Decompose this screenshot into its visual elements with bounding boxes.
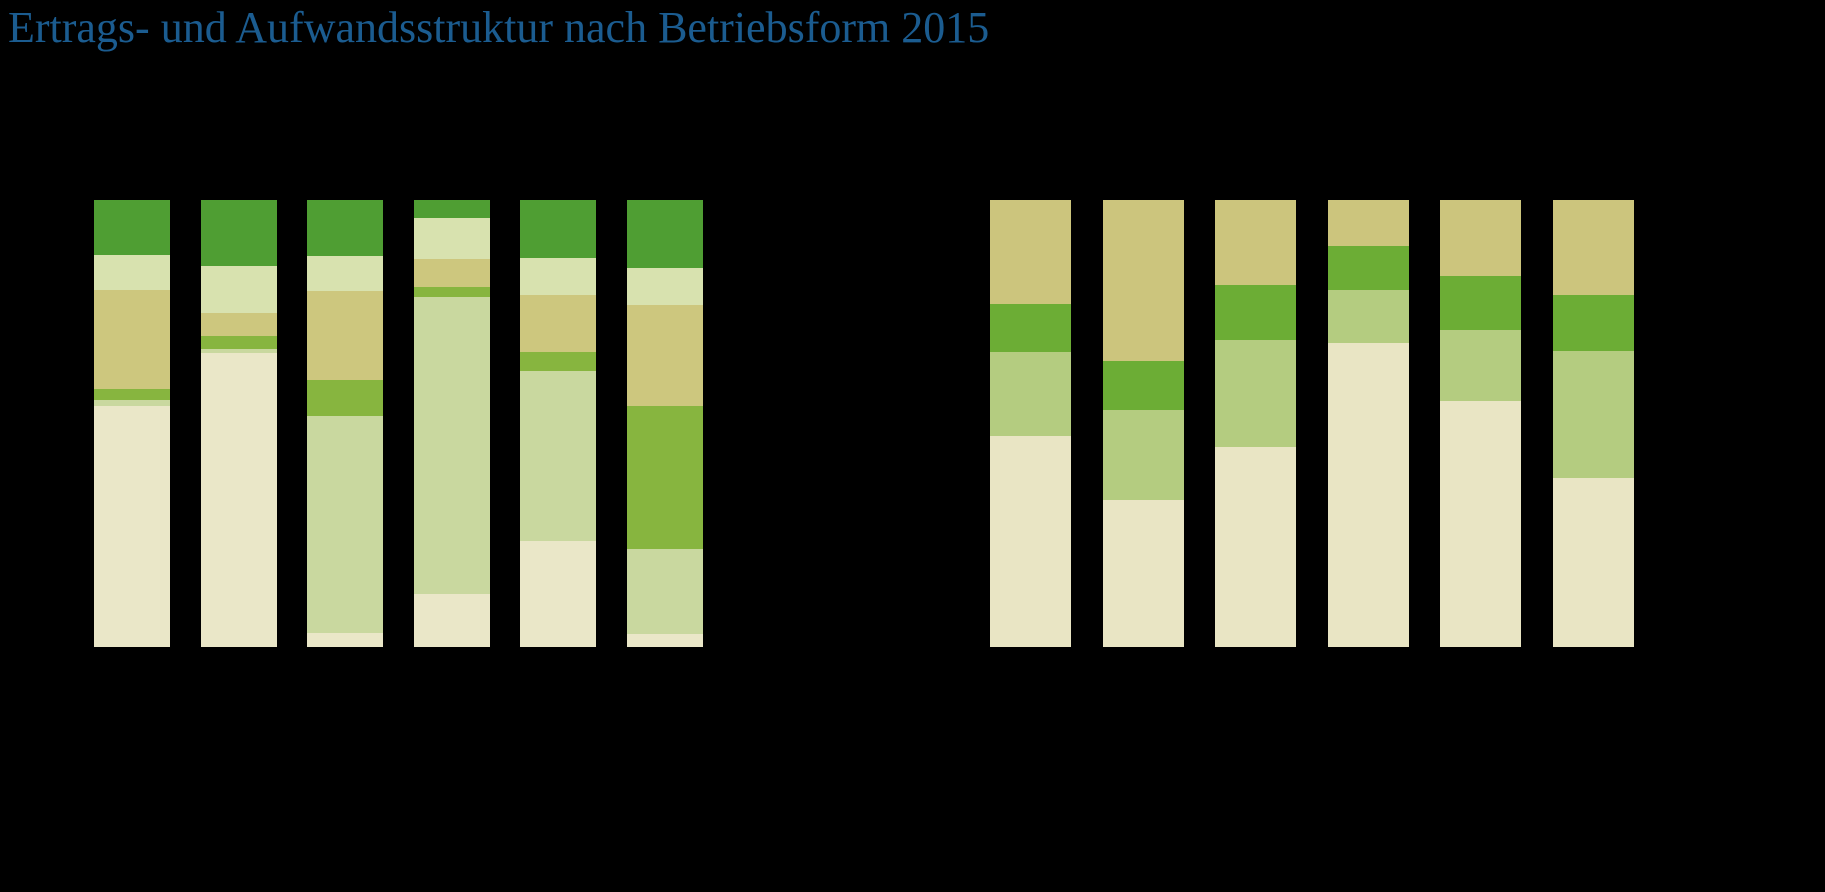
bar-segment-light-green [990, 352, 1071, 437]
bar-segment-light-green [627, 548, 703, 634]
bar-segment-khaki [520, 295, 596, 353]
stacked-bar [1440, 200, 1521, 647]
bar-segment-cream [520, 540, 596, 647]
bar-segment-light-green [1215, 340, 1296, 447]
bar-segment-dark-green [307, 200, 383, 257]
bar-segment-khaki [1215, 200, 1296, 286]
bar-segment-dark-green [414, 200, 490, 219]
bar-segment-green [1215, 285, 1296, 341]
stacked-bar [990, 200, 1071, 647]
bar-segment-light-green [1553, 350, 1634, 479]
bar-segment-light-green [520, 370, 596, 541]
bar-segment-light-green [201, 348, 277, 353]
bar-segment-khaki [1440, 200, 1521, 277]
bar-segment-cream [94, 405, 170, 647]
bar-segment-medium-green [201, 336, 277, 349]
stacked-bar [94, 200, 170, 647]
bar-segment-dark-green [201, 200, 277, 267]
bar-segment-khaki [414, 259, 490, 287]
bar-segment-cream [414, 593, 490, 647]
bar-segment-pale-green [94, 255, 170, 291]
stacked-bar [1553, 200, 1634, 647]
bar-segment-medium-green [94, 388, 170, 401]
bar-segment-green [1328, 245, 1409, 291]
bar-segment-khaki [1553, 200, 1634, 295]
bar-segment-cream [990, 436, 1071, 647]
bar-segment-medium-green [414, 286, 490, 297]
bar-segment-green [990, 303, 1071, 353]
bar-segment-cream [1553, 478, 1634, 647]
bar-segment-light-green [1103, 409, 1184, 501]
bar-segment-cream [1215, 446, 1296, 647]
bar-segment-khaki [1103, 200, 1184, 362]
figure-title: Ertrags- und Aufwandsstruktur nach Betri… [8, 3, 990, 52]
bar-segment-khaki [307, 290, 383, 380]
bar-segment-pale-green [307, 256, 383, 291]
stacked-bar [1215, 200, 1296, 647]
bar-segment-khaki [201, 312, 277, 337]
bar-segment-cream [201, 352, 277, 647]
bar-segment-pale-green [627, 267, 703, 306]
bar-segment-dark-green [520, 200, 596, 258]
bar-segment-medium-green [307, 379, 383, 417]
left-stacked-bar-chart [94, 200, 703, 647]
bar-segment-green [1440, 276, 1521, 331]
bar-segment-pale-green [201, 266, 277, 313]
bar-segment-light-green [94, 400, 170, 406]
bar-segment-cream [1440, 401, 1521, 647]
bar-segment-cream [1103, 500, 1184, 647]
bar-segment-dark-green [94, 200, 170, 256]
stacked-bar [1328, 200, 1409, 647]
bar-segment-khaki [627, 305, 703, 406]
bar-segment-pale-green [414, 218, 490, 260]
right-stacked-bar-chart [990, 200, 1634, 647]
bar-segment-medium-green [627, 405, 703, 549]
stacked-bar [520, 200, 596, 647]
bar-segment-green [1103, 361, 1184, 410]
bar-segment-cream [307, 633, 383, 647]
bar-segment-cream [627, 633, 703, 647]
bar-segment-khaki [990, 200, 1071, 304]
bar-segment-green [1553, 294, 1634, 351]
bar-segment-light-green [1440, 330, 1521, 402]
stacked-bar [627, 200, 703, 647]
bar-segment-light-green [1328, 290, 1409, 344]
bar-segment-khaki [94, 290, 170, 389]
bar-segment-dark-green [627, 200, 703, 268]
bar-segment-cream [1328, 343, 1409, 647]
bar-segment-light-green [414, 296, 490, 594]
bar-segment-pale-green [520, 257, 596, 296]
stacked-bar [201, 200, 277, 647]
stacked-bar [307, 200, 383, 647]
bar-segment-medium-green [520, 352, 596, 371]
bar-segment-khaki [1328, 200, 1409, 246]
stacked-bar [414, 200, 490, 647]
bar-segment-light-green [307, 416, 383, 634]
stacked-bar [1103, 200, 1184, 647]
